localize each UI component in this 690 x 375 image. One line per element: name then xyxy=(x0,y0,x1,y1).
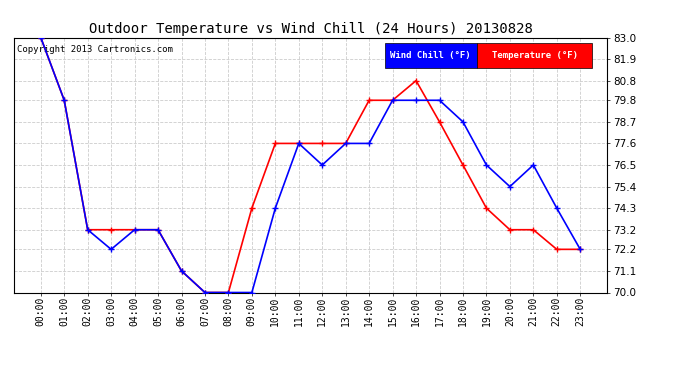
Text: Copyright 2013 Cartronics.com: Copyright 2013 Cartronics.com xyxy=(17,45,172,54)
Title: Outdoor Temperature vs Wind Chill (24 Hours) 20130828: Outdoor Temperature vs Wind Chill (24 Ho… xyxy=(88,22,533,36)
Bar xyxy=(385,43,477,68)
Bar xyxy=(477,43,593,68)
Text: Wind Chill (°F): Wind Chill (°F) xyxy=(391,51,471,60)
Text: Temperature (°F): Temperature (°F) xyxy=(491,51,578,60)
